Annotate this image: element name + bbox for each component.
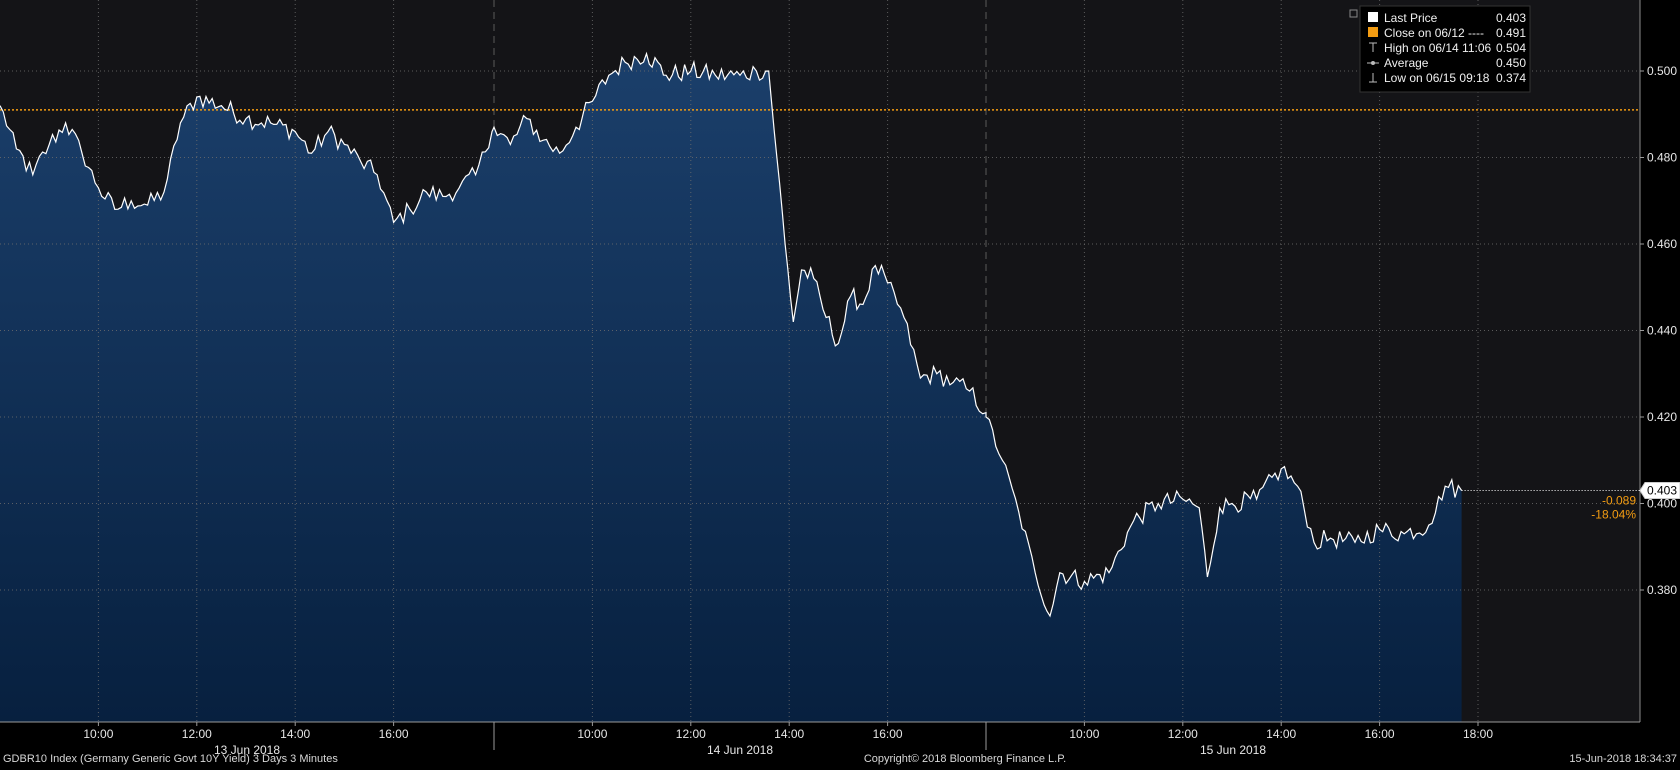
grid-lines — [0, 0, 1640, 722]
change-value: -0.089 — [1602, 494, 1636, 508]
x-tick-label-6: 14:00 — [774, 727, 804, 741]
day-label-2: 15 Jun 2018 — [1200, 743, 1266, 757]
legend-swatch-2 — [1369, 42, 1377, 52]
legend-label-0: Last Price — [1384, 11, 1438, 25]
legend-swatch-4 — [1369, 73, 1377, 83]
legend-swatch-0 — [1368, 12, 1378, 22]
x-tick-label-3: 16:00 — [379, 727, 409, 741]
legend-value-4: 0.374 — [1496, 71, 1526, 85]
x-tick-label-7: 16:00 — [873, 727, 903, 741]
y-tick-label-5: 0.480 — [1647, 151, 1677, 165]
legend-box — [1359, 5, 1531, 93]
legend-label-3: Average — [1384, 56, 1429, 70]
footer-left: GDBR10 Index (Germany Generic Govt 10Y Y… — [3, 753, 338, 765]
y-tick-label-4: 0.460 — [1647, 237, 1677, 251]
legend-value-2: 0.504 — [1496, 41, 1526, 55]
y-tick-label-1: 0.400 — [1647, 497, 1677, 511]
legend-value-3: 0.450 — [1496, 56, 1526, 70]
legend-collapse-icon — [1349, 9, 1358, 18]
legend-swatch-3 — [1371, 61, 1375, 65]
x-tick-label-2: 14:00 — [280, 727, 310, 741]
footer-center: Copyright© 2018 Bloomberg Finance L.P. — [864, 753, 1066, 765]
line-layer — [0, 51, 1640, 618]
y-tick-label-3: 0.440 — [1647, 324, 1677, 338]
y-axis: 0.380 0.400 0.420 0.440 0.460 0.480 0.500 — [1639, 0, 1677, 722]
x-tick-label-10: 14:00 — [1266, 727, 1296, 741]
day-label-1: 14 Jun 2018 — [707, 743, 773, 757]
x-tick-label-12: 18:00 — [1463, 727, 1493, 741]
legend-value-1: 0.491 — [1496, 26, 1526, 40]
x-tick-label-9: 12:00 — [1168, 727, 1198, 741]
x-tick-label-0: 10:00 — [83, 727, 113, 741]
day-label-0: 13 Jun 2018 — [214, 743, 280, 757]
legend-value-0: 0.403 — [1496, 11, 1526, 25]
last-value-marker: 0.403 -0.089-18.04% — [1461, 482, 1680, 522]
legend: Last Price 0.403 Close on 06/12 ---- 0.491 H… — [1349, 5, 1531, 93]
legend-label-4: Low on 06/15 09:18 — [1384, 71, 1490, 85]
last-price-value: 0.403 — [1647, 484, 1677, 498]
price-area — [0, 53, 1462, 722]
change-percent: -18.04% — [1591, 508, 1636, 522]
x-tick-label-1: 12:00 — [182, 727, 212, 741]
legend-swatch-1 — [1368, 27, 1378, 37]
y-tick-label-6: 0.500 — [1647, 64, 1677, 78]
footer: GDBR10 Index (Germany Generic Govt 10Y Y… — [3, 753, 1677, 765]
x-tick-label-8: 10:00 — [1069, 727, 1099, 741]
x-tick-label-11: 16:00 — [1365, 727, 1395, 741]
last-price-tag — [1639, 482, 1680, 500]
legend-label-2: High on 06/14 11:06 — [1384, 41, 1492, 55]
x-tick-label-4: 10:00 — [577, 727, 607, 741]
last-price-line — [0, 51, 1463, 618]
x-axis: 10:00 12:00 14:00 16:00 10:00 12:00 14:00 16:00… — [0, 721, 1640, 757]
y-tick-label-0: 0.380 — [1647, 583, 1677, 597]
y-tick-label-2: 0.420 — [1647, 410, 1677, 424]
legend-label-1: Close on 06/12 ---- — [1384, 26, 1484, 40]
area-layer — [0, 53, 1462, 722]
footer-right: 15-Jun-2018 18:34:37 — [1569, 753, 1677, 765]
x-tick-label-5: 12:00 — [676, 727, 706, 741]
